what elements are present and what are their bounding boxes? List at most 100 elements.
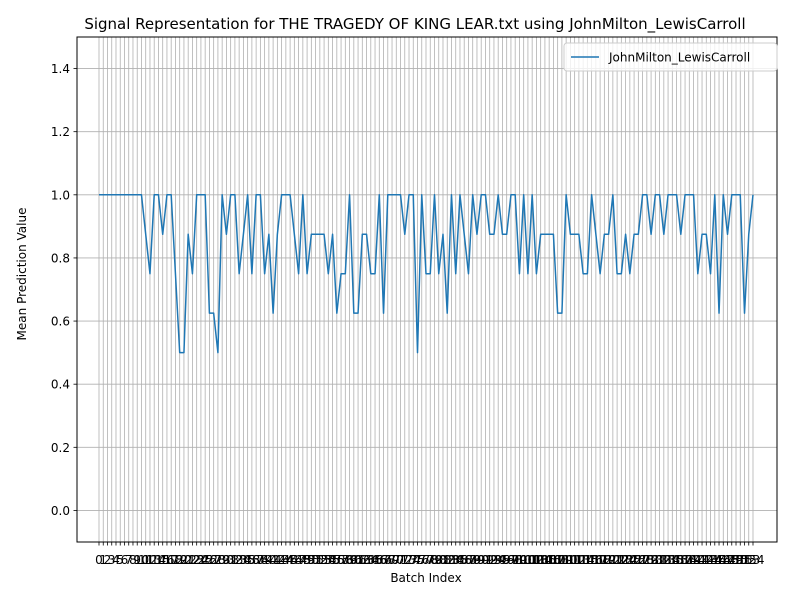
x-tick-label: 112 xyxy=(563,553,586,567)
x-tick-label: 153 xyxy=(737,553,760,567)
x-tick-label: 20 xyxy=(176,553,191,567)
x-tick-label: 127 xyxy=(627,553,650,567)
x-tick-label: 42 xyxy=(270,553,285,567)
x-tick-label: 32 xyxy=(227,553,242,567)
x-tick-label: 37 xyxy=(248,553,263,567)
x-tick-label: 97 xyxy=(503,553,518,567)
x-tick-label: 49 xyxy=(299,553,314,567)
x-tick-label: 21 xyxy=(181,553,196,567)
y-tick-label: 0.6 xyxy=(51,315,70,329)
x-tick-label: 108 xyxy=(546,553,569,567)
x-tick-label: 117 xyxy=(584,553,607,567)
x-axis-ticks: 0123456789101112131415161718192021222324… xyxy=(95,542,764,567)
series-layer xyxy=(99,194,754,354)
x-tick-label: 134 xyxy=(657,553,680,567)
y-axis-title: Mean Prediction Value xyxy=(15,208,29,341)
x-tick-label: 150 xyxy=(725,553,748,567)
x-tick-label: 83 xyxy=(444,553,459,567)
x-tick-label: 22 xyxy=(185,553,200,567)
x-tick-label: 91 xyxy=(478,553,493,567)
x-tick-label: 93 xyxy=(486,553,501,567)
x-tick-label: 132 xyxy=(648,553,671,567)
x-tick-label: 23 xyxy=(189,553,204,567)
y-axis-ticks: 0.0 0.2 0.4 0.6 0.8 1.0 1.2 1.4 xyxy=(51,62,77,518)
x-tick-label: 15 xyxy=(155,553,170,567)
x-tick-label: 133 xyxy=(652,553,675,567)
x-tick-label: 48 xyxy=(295,553,310,567)
x-tick-label: 61 xyxy=(350,553,365,567)
x-tick-label: 26 xyxy=(202,553,217,567)
x-tick-label: 40 xyxy=(261,553,276,567)
x-tick-label: 98 xyxy=(508,553,523,567)
x-tick-label: 0 xyxy=(95,553,103,567)
x-tick-label: 140 xyxy=(682,553,705,567)
x-axis-title: Batch Index xyxy=(390,571,461,585)
x-tick-label: 71 xyxy=(393,553,408,567)
x-tick-label: 4 xyxy=(112,553,120,567)
x-tick-label: 118 xyxy=(589,553,612,567)
x-tick-label: 130 xyxy=(640,553,663,567)
chart-title: Signal Representation for THE TRAGEDY OF… xyxy=(84,15,745,34)
x-tick-label: 119 xyxy=(593,553,616,567)
x-tick-label: 142 xyxy=(691,553,714,567)
x-tick-label: 45 xyxy=(282,553,297,567)
x-tick-label: 6 xyxy=(121,553,129,567)
series-line-johnmilton-lewiscarroll xyxy=(99,194,754,354)
x-tick-label: 124 xyxy=(614,553,637,567)
x-tick-label: 104 xyxy=(529,553,552,567)
y-tick-label: 0.2 xyxy=(51,441,70,455)
x-tick-label: 24 xyxy=(193,553,208,567)
x-tick-label: 44 xyxy=(278,553,293,567)
x-tick-label: 34 xyxy=(236,553,251,567)
x-tick-label: 57 xyxy=(333,553,348,567)
x-tick-label: 137 xyxy=(669,553,692,567)
x-tick-label: 121 xyxy=(601,553,624,567)
x-tick-label: 64 xyxy=(363,553,378,567)
x-tick-label: 65 xyxy=(367,553,382,567)
x-tick-label: 114 xyxy=(572,553,595,567)
x-tick-label: 147 xyxy=(712,553,735,567)
x-tick-label: 131 xyxy=(644,553,667,567)
x-tick-label: 82 xyxy=(440,553,455,567)
x-tick-label: 3 xyxy=(108,553,116,567)
x-tick-label: 60 xyxy=(346,553,361,567)
x-tick-label: 54 xyxy=(321,553,336,567)
plot-frame xyxy=(76,36,778,543)
x-tick-label: 9 xyxy=(133,553,141,567)
x-tick-label: 73 xyxy=(401,553,416,567)
x-tick-label: 143 xyxy=(695,553,718,567)
x-tick-label: 139 xyxy=(678,553,701,567)
x-tick-label: 38 xyxy=(253,553,268,567)
x-tick-label: 96 xyxy=(499,553,514,567)
x-tick-label: 18 xyxy=(168,553,183,567)
x-tick-label: 88 xyxy=(465,553,480,567)
y-tick-label: 1.4 xyxy=(51,62,70,76)
x-tick-label: 72 xyxy=(397,553,412,567)
y-tick-label: 1.2 xyxy=(51,125,70,139)
x-tick-label: 109 xyxy=(550,553,573,567)
x-tick-label: 1 xyxy=(99,553,107,567)
x-tick-label: 62 xyxy=(355,553,370,567)
x-tick-label: 12 xyxy=(142,553,157,567)
x-tick-label: 27 xyxy=(206,553,221,567)
x-tick-label: 5 xyxy=(116,553,124,567)
x-tick-label: 68 xyxy=(380,553,395,567)
x-tick-label: 92 xyxy=(482,553,497,567)
x-tick-label: 16 xyxy=(159,553,174,567)
x-tick-label: 63 xyxy=(359,553,374,567)
x-tick-label: 122 xyxy=(606,553,629,567)
x-tick-label: 19 xyxy=(172,553,187,567)
x-tick-label: 47 xyxy=(291,553,306,567)
x-tick-label: 149 xyxy=(720,553,743,567)
x-tick-label: 35 xyxy=(240,553,255,567)
x-tick-label: 51 xyxy=(308,553,323,567)
legend-label: JohnMilton_LewisCarroll xyxy=(608,51,750,65)
x-tick-label: 152 xyxy=(733,553,756,567)
y-tick-label: 0.4 xyxy=(51,378,70,392)
x-tick-label: 115 xyxy=(576,553,599,567)
x-tick-label: 87 xyxy=(461,553,476,567)
x-tick-label: 75 xyxy=(410,553,425,567)
x-tick-label: 13 xyxy=(147,553,162,567)
x-tick-label: 110 xyxy=(555,553,578,567)
x-tick-label: 2 xyxy=(104,553,112,567)
